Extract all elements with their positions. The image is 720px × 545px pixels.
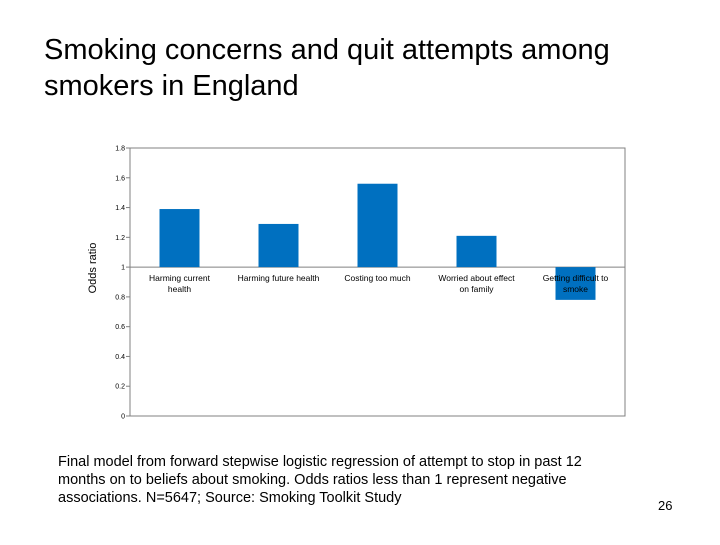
y-tick-label: 0 bbox=[121, 414, 125, 421]
x-category-label: Costing too much bbox=[344, 273, 410, 283]
plot-frame bbox=[129, 147, 626, 417]
y-tick-label: 1.6 bbox=[115, 175, 125, 182]
y-axis-label: Odds ratio bbox=[87, 243, 99, 294]
x-category-label: smoke bbox=[563, 284, 588, 294]
slide-title: Smoking concerns and quit attempts among… bbox=[44, 34, 610, 102]
x-category-label: on family bbox=[459, 284, 494, 294]
bar bbox=[357, 183, 398, 268]
x-category-label: Getting difficult to bbox=[543, 273, 609, 283]
x-category-label: health bbox=[168, 284, 191, 294]
y-tick-label: 0.4 bbox=[115, 354, 125, 361]
x-category-label: Harming future health bbox=[238, 273, 320, 283]
x-category-label: Worried about effect bbox=[438, 273, 515, 283]
y-tick-label: 1.8 bbox=[115, 146, 125, 153]
x-category-label: Harming current bbox=[149, 273, 211, 283]
y-tick-label: 1 bbox=[121, 265, 125, 272]
y-tick-label: 0.2 bbox=[115, 384, 125, 391]
y-tick-label: 0.6 bbox=[115, 324, 125, 331]
y-tick-label: 1.4 bbox=[115, 205, 125, 212]
bar bbox=[555, 267, 596, 300]
bar bbox=[456, 235, 497, 268]
bar bbox=[258, 223, 299, 268]
y-tick-label: 1.2 bbox=[115, 235, 125, 242]
bar bbox=[159, 209, 200, 268]
footnote: Final model from forward stepwise logist… bbox=[58, 454, 582, 506]
y-tick-label: 0.8 bbox=[115, 294, 125, 301]
page-number: 26 bbox=[658, 498, 673, 513]
